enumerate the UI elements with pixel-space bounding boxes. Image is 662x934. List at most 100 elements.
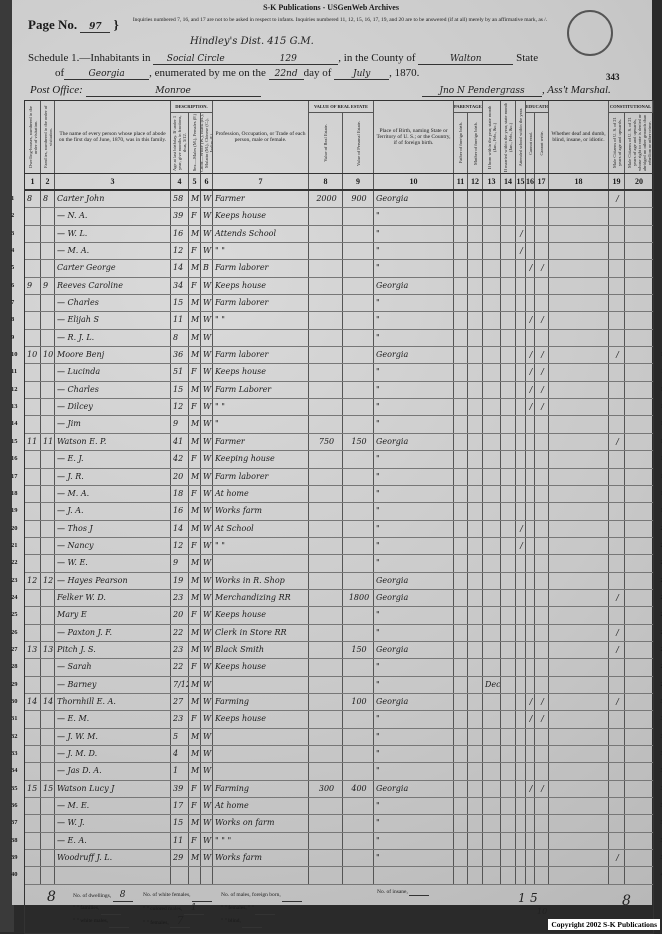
cell-c20 [625,659,653,675]
line-number: 3 [11,226,14,242]
cell-color: W [201,555,213,571]
cell-c16 [526,625,535,641]
cell-fam [41,746,55,762]
cell-c16 [526,867,535,883]
cell-real [309,521,343,537]
cell-real [309,850,343,866]
cell-c18 [549,677,609,693]
column-number: 16 [526,174,535,189]
cell-c11 [454,642,468,658]
cell-c19: / [609,191,625,207]
cell-birth: " [374,226,454,242]
cell-age: 39 [171,781,189,797]
cell-name [55,867,171,883]
cell-c13 [483,278,501,294]
cell-c15 [516,399,526,415]
cell-c17 [535,555,549,571]
cell-dw: 9 [25,278,41,294]
cell-occ: Keeps house [213,659,309,675]
county-value: Walton [418,54,513,65]
cell-c18 [549,555,609,571]
cell-c18 [549,815,609,831]
cell-c18 [549,208,609,224]
cell-fam [41,226,55,242]
cell-birth: " [374,746,454,762]
cell-c13 [483,763,501,779]
cell-c16 [526,815,535,831]
cell-age: 4 [171,746,189,762]
cell-pers: 100 [343,694,374,710]
cell-birth: " [374,763,454,779]
cell-pers: 150 [343,642,374,658]
cell-c18 [549,295,609,311]
cell-fam [41,625,55,641]
cell-occ: " " " [213,833,309,849]
cell-birth: " [374,382,454,398]
cell-dw [25,729,41,745]
cell-c20 [625,781,653,797]
cell-c13 [483,746,501,762]
column-header-7: Profession, Occupation, or Trade of each… [213,101,309,173]
cell-pers [343,538,374,554]
cell-sex: F [189,711,201,727]
cell-c17: / [535,399,549,415]
cell-color: W [201,330,213,346]
cell-color: W [201,538,213,554]
cell-age: 11 [171,833,189,849]
cell-c20 [625,278,653,294]
cell-c20 [625,573,653,589]
table-row: 3232— J. W. M.5MW" [25,729,653,746]
group-header-education: Education. [526,101,549,113]
group-header-constitutional: Constitutional Relations. [609,101,653,113]
cell-c18 [549,729,609,745]
cell-pers [343,399,374,415]
cell-c12 [468,538,483,554]
cell-c12 [468,867,483,883]
cell-c11 [454,226,468,242]
district-number: 129 [238,54,338,65]
cell-sex: F [189,364,201,380]
cell-fam [41,867,55,883]
cell-pers [343,625,374,641]
cell-real [309,503,343,519]
cell-c12 [468,625,483,641]
cell-c20 [625,434,653,450]
cell-occ [213,555,309,571]
line-number: 35 [11,781,18,797]
cell-occ [213,330,309,346]
cell-real [309,607,343,623]
cell-pers [343,347,374,363]
cell-age: 22 [171,625,189,641]
group-header-parentage: Parentage. [454,101,483,113]
cell-c18 [549,312,609,328]
line-number: 19 [11,503,18,519]
cell-occ: Farm laborer [213,260,309,276]
cell-c14 [501,243,516,259]
cell-pers [343,746,374,762]
cell-color: W [201,711,213,727]
cell-name: — W. J. [55,815,171,831]
cell-c19 [609,763,625,779]
cell-c18 [549,399,609,415]
cell-age: 42 [171,451,189,467]
cell-real [309,625,343,641]
cell-fam: 13 [41,642,55,658]
cell-birth: Georgia [374,191,454,207]
cell-pers [343,469,374,485]
cell-birth: " [374,538,454,554]
cell-c20 [625,625,653,641]
cell-c15: / [516,538,526,554]
cell-age: 9 [171,416,189,432]
cell-name: — J. M. D. [55,746,171,762]
cell-c16 [526,833,535,849]
cell-c17 [535,590,549,606]
cell-fam [41,295,55,311]
cell-c14 [501,781,516,797]
column-header-4: Age at last birthday. If under 1 year, g… [171,113,189,173]
schedule-line: Schedule 1.—Inhabitants in Social Circle… [28,52,538,65]
cell-c16: / [526,781,535,797]
